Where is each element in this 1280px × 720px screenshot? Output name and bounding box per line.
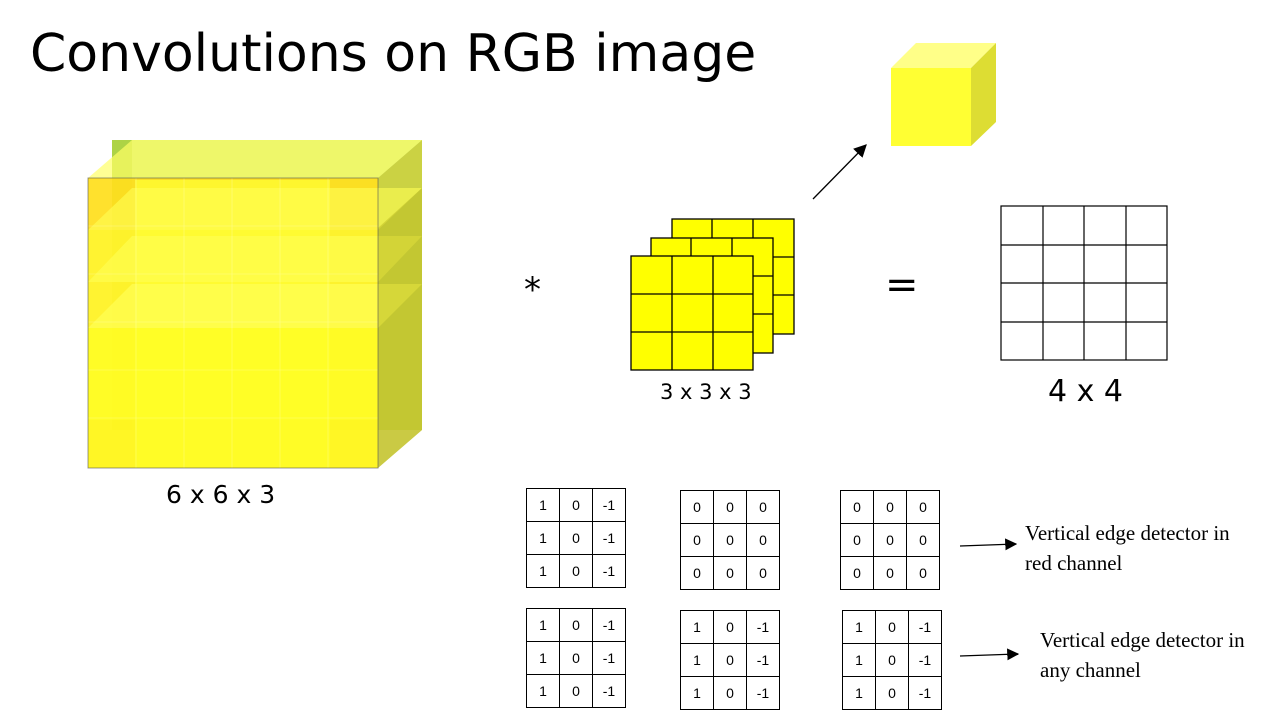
matrix-cell: 1 (680, 610, 714, 644)
matrix-cell: 0 (873, 490, 907, 524)
filter-dimension-label: 3 x 3 x 3 (660, 380, 752, 404)
matrix-cell: -1 (746, 643, 780, 677)
matrix-cell: 0 (875, 643, 909, 677)
convolution-operator: * (524, 270, 541, 310)
matrix-cell: 0 (713, 556, 747, 590)
output-dimension-label: 4 x 4 (1048, 374, 1123, 409)
annotation-line: Vertical edge detector in (1040, 628, 1245, 652)
filter-example-2-red-channel: 1 0 -1 1 0 -1 1 0 -1 (526, 608, 626, 708)
matrix-cell: 0 (875, 676, 909, 710)
matrix-cell: 0 (680, 556, 714, 590)
matrix-cell: 1 (526, 641, 560, 675)
matrix-cell: 0 (559, 521, 593, 555)
matrix-cell: 0 (840, 556, 874, 590)
matrix-cell: 0 (713, 523, 747, 557)
matrix-cell: -1 (592, 554, 626, 588)
input-dimension-label: 6 x 6 x 3 (166, 480, 276, 509)
matrix-cell: 0 (906, 490, 940, 524)
matrix-cell: 0 (680, 523, 714, 557)
matrix-cell: 1 (526, 521, 560, 555)
matrix-cell: 0 (713, 490, 747, 524)
arrow-to-cube (812, 144, 867, 200)
filter-example-1-red-channel: 1 0 -1 1 0 -1 1 0 -1 (526, 488, 626, 588)
matrix-cell: -1 (592, 674, 626, 708)
matrix-cell: -1 (592, 488, 626, 522)
matrix-cell: 1 (842, 676, 876, 710)
matrix-cell: 1 (526, 488, 560, 522)
matrix-cell: 0 (559, 674, 593, 708)
matrix-cell: 0 (713, 610, 747, 644)
matrix-cell: -1 (592, 608, 626, 642)
matrix-cell: -1 (592, 641, 626, 675)
matrix-cell: -1 (908, 676, 942, 710)
matrix-cell: 0 (559, 554, 593, 588)
annotation-line: red channel (1025, 551, 1123, 575)
matrix-cell: 0 (840, 490, 874, 524)
matrix-cell: 0 (746, 556, 780, 590)
matrix-cell: 0 (906, 556, 940, 590)
matrix-cell: 0 (746, 523, 780, 557)
annotation-line: Vertical edge detector in (1025, 521, 1230, 545)
matrix-cell: 1 (680, 643, 714, 677)
arrow-annotation-red (959, 538, 1018, 551)
equals-sign: = (885, 262, 919, 308)
input-volume (87, 140, 422, 469)
matrix-cell: -1 (592, 521, 626, 555)
matrix-cell: 0 (559, 641, 593, 675)
matrix-cell: 1 (526, 608, 560, 642)
matrix-cell: 0 (746, 490, 780, 524)
matrix-cell: -1 (746, 610, 780, 644)
matrix-cell: 0 (680, 490, 714, 524)
matrix-cell: -1 (908, 610, 942, 644)
matrix-cell: 1 (842, 610, 876, 644)
matrix-cell: 0 (713, 676, 747, 710)
slide-title: Convolutions on RGB image (30, 24, 757, 84)
matrix-cell: -1 (908, 643, 942, 677)
annotation-red-channel: Vertical edge detector in red channel (1025, 518, 1230, 578)
arrow-annotation-any (959, 648, 1020, 661)
output-grid (1000, 205, 1168, 361)
matrix-cell: 0 (559, 488, 593, 522)
matrix-cell: 1 (680, 676, 714, 710)
matrix-cell: 1 (842, 643, 876, 677)
annotation-line: any channel (1040, 658, 1141, 682)
matrix-cell: 0 (906, 523, 940, 557)
annotation-any-channel: Vertical edge detector in any channel (1040, 625, 1245, 685)
matrix-cell: 1 (526, 554, 560, 588)
filter-stack (630, 218, 795, 371)
filter-example-2-blue-channel: 1 0 -1 1 0 -1 1 0 -1 (842, 610, 942, 710)
matrix-cell: 0 (873, 556, 907, 590)
filter-example-2-green-channel: 1 0 -1 1 0 -1 1 0 -1 (680, 610, 780, 710)
matrix-cell: 0 (875, 610, 909, 644)
matrix-cell: -1 (746, 676, 780, 710)
matrix-cell: 0 (840, 523, 874, 557)
matrix-cell: 1 (526, 674, 560, 708)
matrix-cell: 0 (559, 608, 593, 642)
matrix-cell: 0 (873, 523, 907, 557)
result-cube (891, 43, 996, 146)
matrix-cell: 0 (713, 643, 747, 677)
